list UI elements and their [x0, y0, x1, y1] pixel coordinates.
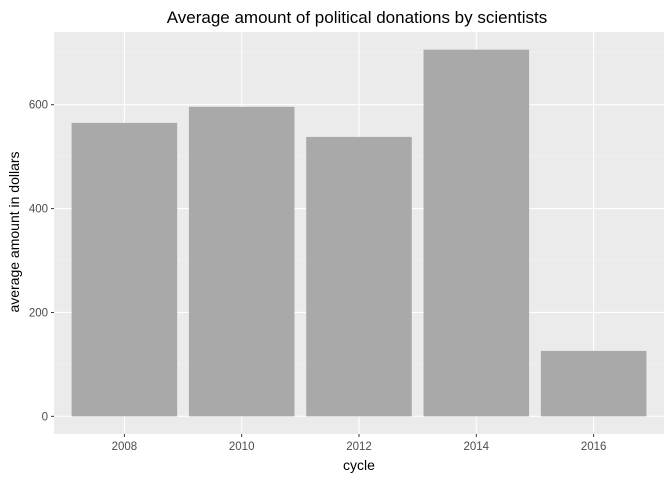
y-tick-label: 200	[29, 307, 48, 319]
x-tick-label: 2010	[229, 441, 255, 453]
x-tick-label: 2008	[112, 441, 138, 453]
x-axis-ticks: 2008 2010 2012 2014 2016	[112, 434, 607, 453]
bar-2010	[188, 106, 295, 417]
bars	[71, 49, 647, 417]
bar-2016	[540, 350, 647, 417]
y-tick-label: 400	[29, 204, 48, 216]
chart-title: Average amount of political donations by…	[167, 8, 548, 27]
bar-2008	[71, 122, 178, 417]
y-tick-label: 600	[29, 100, 48, 112]
bar-2014	[423, 49, 530, 417]
y-axis-ticks: 0 200 400 600	[29, 100, 54, 423]
x-tick-label: 2012	[346, 441, 372, 453]
bar-2012	[306, 136, 412, 417]
y-tick-label: 0	[42, 411, 48, 423]
x-axis-title: cycle	[343, 457, 375, 473]
x-tick-label: 2016	[581, 441, 607, 453]
x-tick-label: 2014	[464, 441, 490, 453]
y-axis-title: average amount in dollars	[6, 151, 22, 312]
